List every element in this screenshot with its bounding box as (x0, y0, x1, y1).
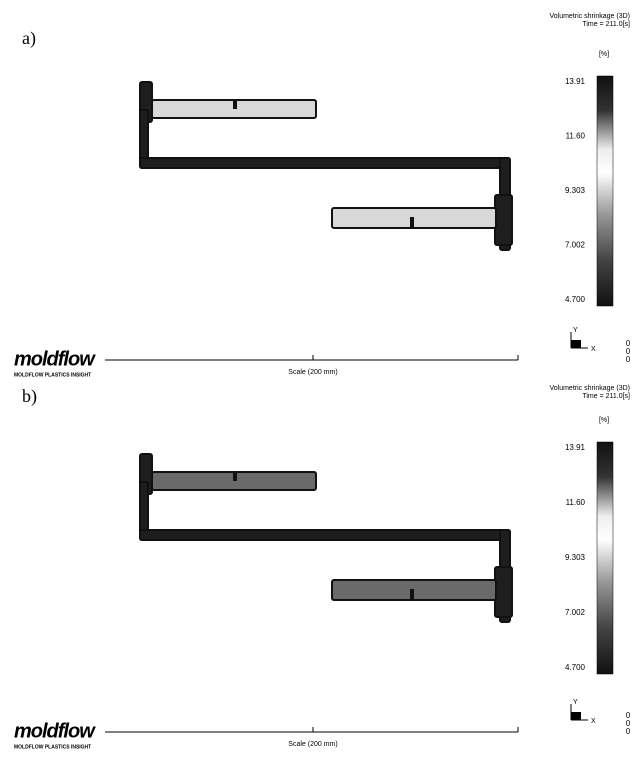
gate-notch (233, 472, 237, 481)
part-geometry (140, 158, 510, 168)
result-title: Volumetric shrinkage (3D) (549, 13, 630, 20)
color-bar (597, 76, 613, 306)
color-bar (597, 442, 613, 674)
color-bar-tick: 11.60 (566, 132, 586, 141)
color-bar-tick: 4.700 (565, 663, 586, 672)
logo: moldflow (14, 720, 96, 742)
axis-x-label: X (591, 718, 596, 725)
result-panel: a) Volumetric shrinkage (3D)Time = 211.0[… (14, 13, 631, 378)
figure: a)Volumetric shrinkage (3D)Time = 211.0[… (0, 0, 636, 762)
gate-notch (410, 217, 414, 228)
color-bar-tick: 9.303 (565, 553, 586, 562)
unit-label: [%] (599, 51, 609, 58)
axis-triad (571, 712, 581, 720)
axis-x-label: X (591, 346, 596, 353)
result-time: Time = 211.0[s] (582, 21, 630, 28)
part-geometry (495, 567, 512, 617)
gate-notch (410, 589, 414, 600)
axis-y-label: Y (573, 699, 578, 706)
result-time: Time = 211.0[s] (582, 393, 630, 400)
axis-value: 0 (626, 727, 631, 736)
scale-label: Scale (200 mm) (288, 741, 337, 748)
result-panel: b) Volumetric shrinkage (3D)Time = 211.0[… (14, 385, 631, 750)
logo: moldflow (14, 348, 96, 370)
logo-subtitle: MOLDFLOW PLASTICS INSIGHT (14, 744, 91, 750)
color-bar-tick: 7.002 (565, 608, 586, 617)
color-bar-tick: 7.002 (565, 241, 586, 250)
gate-notch (233, 100, 237, 109)
axis-value: 0 (626, 355, 631, 364)
part-geometry (140, 530, 510, 540)
axis-y-label: Y (573, 327, 578, 334)
color-bar-tick: 13.91 (565, 77, 586, 86)
axis-triad (571, 340, 581, 348)
panel-label: a) (22, 28, 36, 49)
unit-label: [%] (599, 417, 609, 424)
color-bar-tick: 4.700 (565, 295, 586, 304)
color-bar-tick: 13.91 (565, 443, 586, 452)
logo-subtitle: MOLDFLOW PLASTICS INSIGHT (14, 372, 91, 378)
color-bar-tick: 11.60 (566, 498, 586, 507)
panel-label: b) (22, 386, 37, 407)
scale-label: Scale (200 mm) (288, 369, 337, 376)
result-title: Volumetric shrinkage (3D) (549, 385, 630, 392)
part-geometry (495, 195, 512, 245)
color-bar-tick: 9.303 (565, 186, 586, 195)
